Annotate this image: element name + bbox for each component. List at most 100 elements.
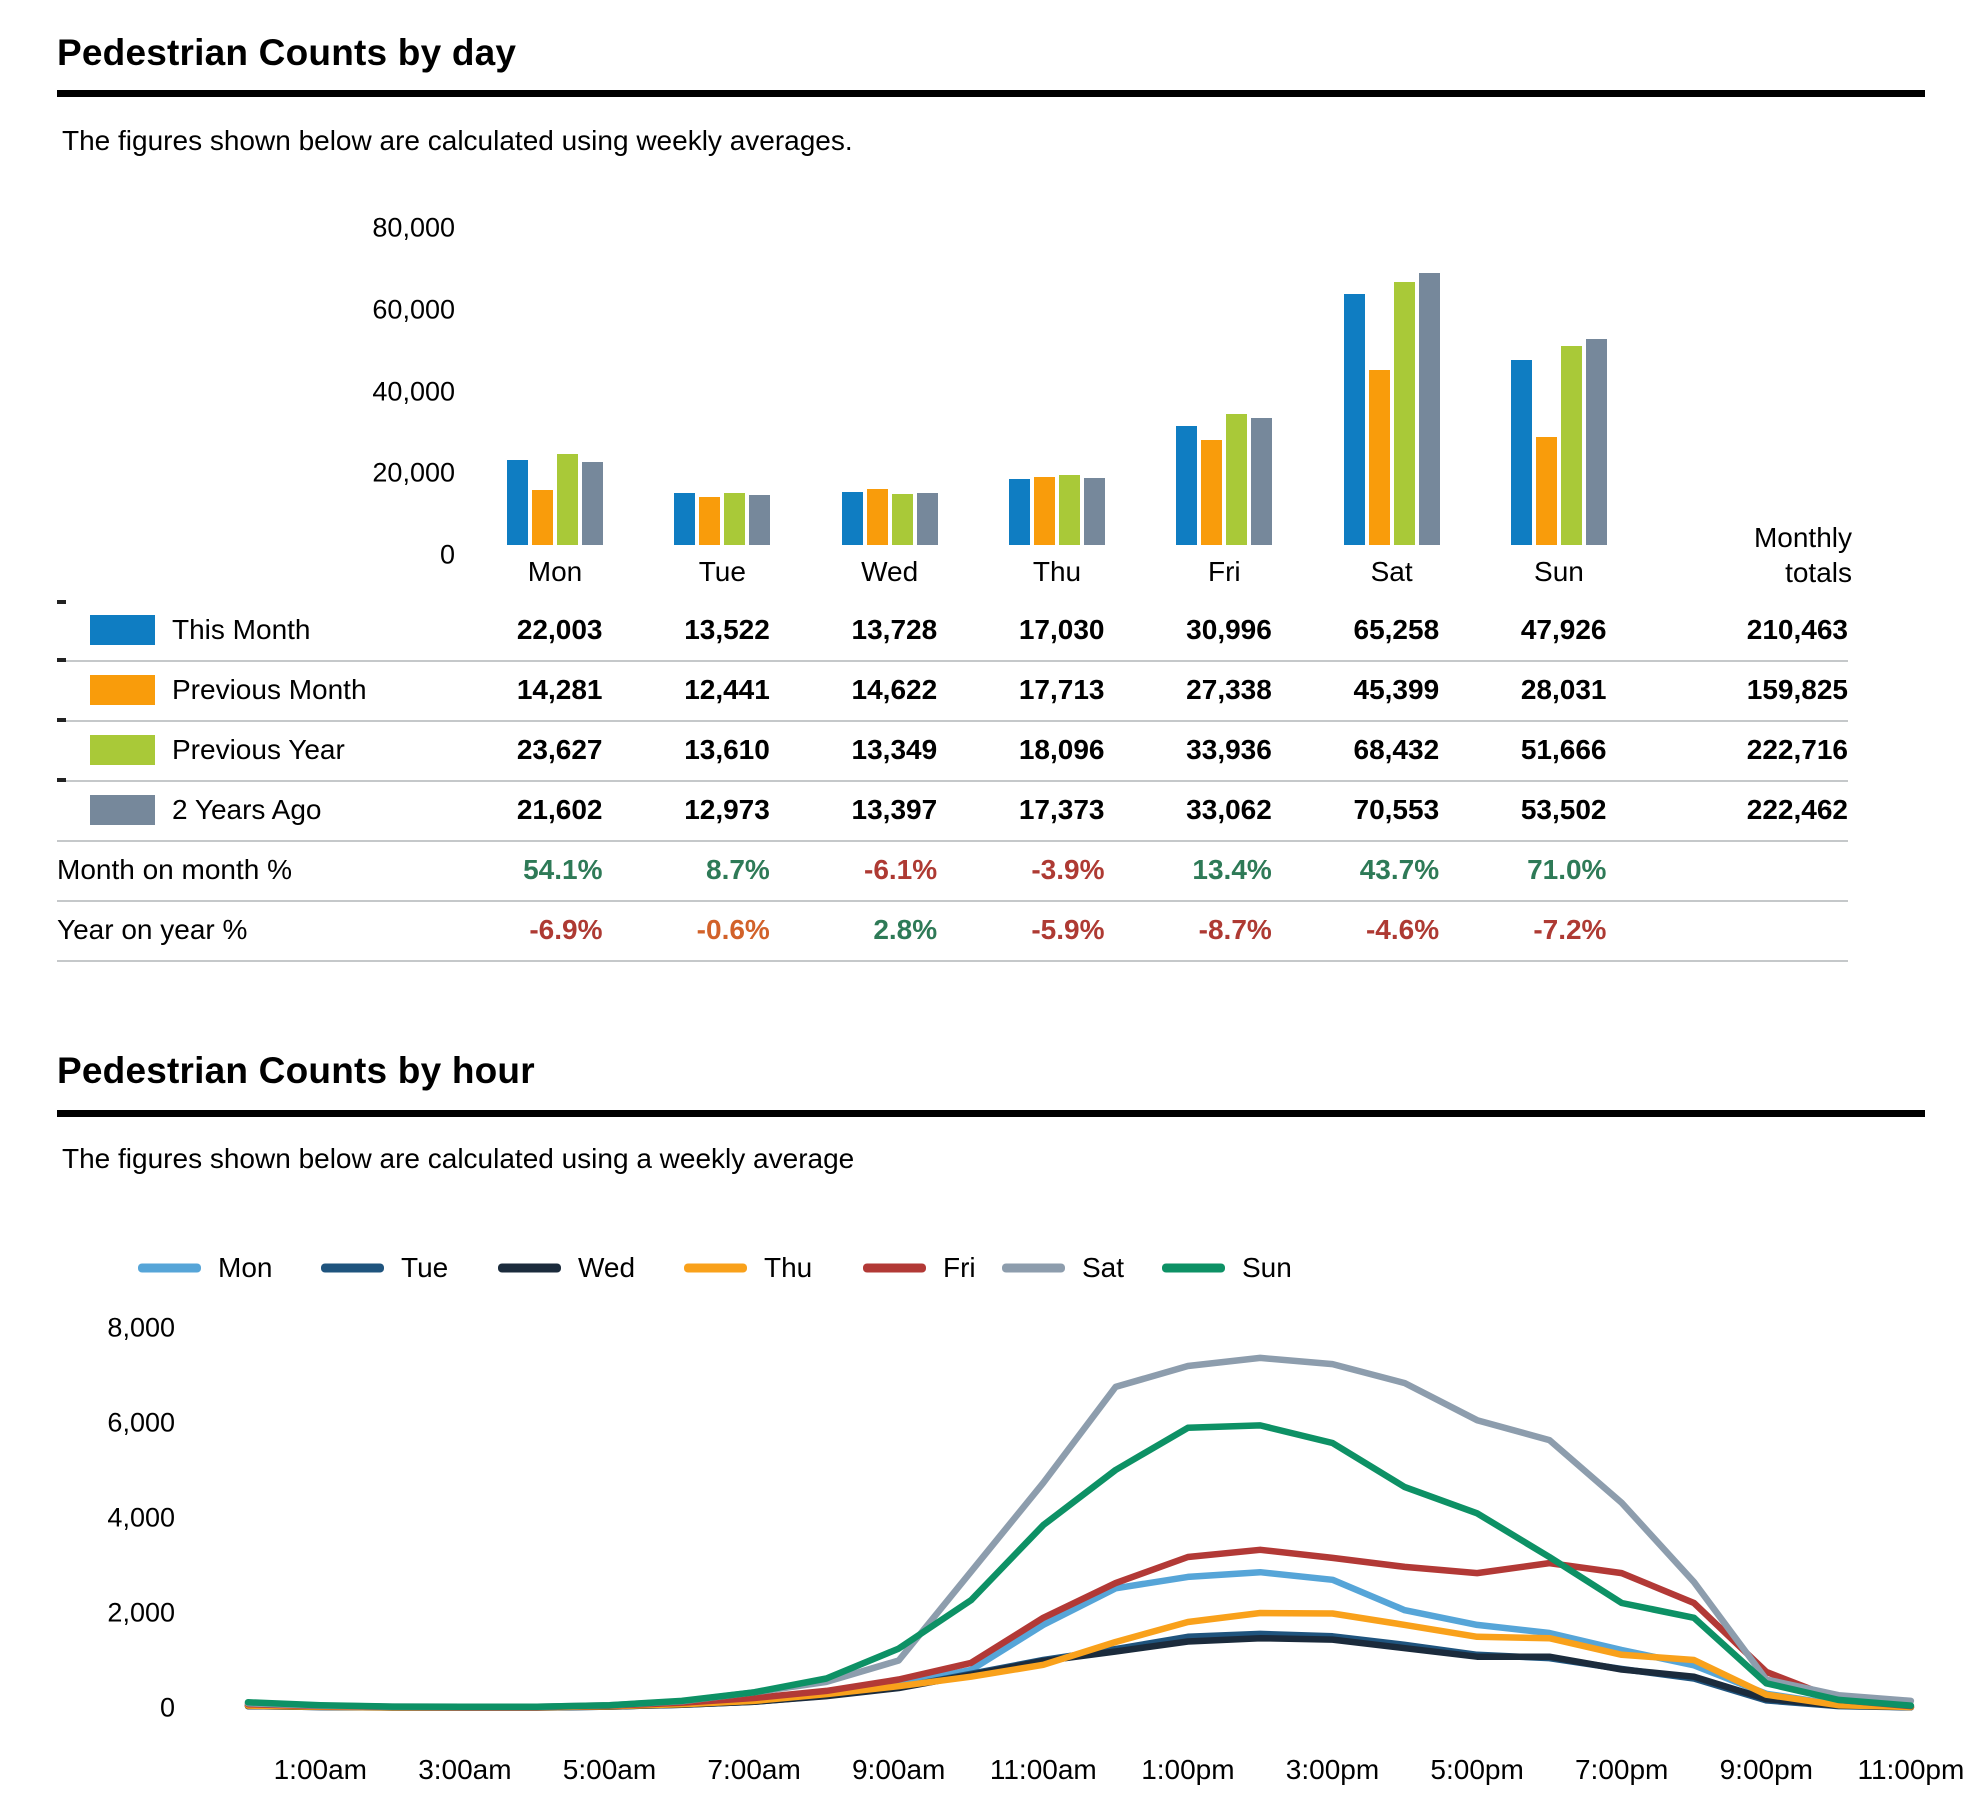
- line-y-tick: 4,000: [107, 1502, 175, 1533]
- table-cell-total: 222,716: [1746, 734, 1848, 765]
- table-row-separator: [57, 720, 1848, 722]
- bar-x-label: Fri: [1207, 556, 1241, 587]
- bar-mon-2-years-ago: [582, 462, 603, 545]
- legend-swatch-previous-month: [90, 675, 155, 705]
- table-row-separator: [57, 660, 1848, 662]
- bar-tue-2-years-ago: [749, 495, 771, 545]
- legend-label-sat: Sat: [1082, 1252, 1125, 1283]
- percent-cell: -7.2%: [1533, 914, 1607, 945]
- legend-line-thu: [684, 1263, 747, 1273]
- table-cell: 13,728: [851, 614, 938, 645]
- bar-fri-2-years-ago: [1251, 418, 1273, 545]
- bar-thu-previous-year: [1058, 475, 1080, 545]
- bar-fri-this-month: [1176, 426, 1198, 545]
- bar-thu-2-years-ago: [1083, 478, 1105, 545]
- line-y-tick: 2,000: [107, 1597, 175, 1628]
- percent-cell: -8.7%: [1198, 914, 1272, 945]
- series-label: Previous Year: [172, 734, 345, 765]
- table-cell: 13,349: [851, 734, 938, 765]
- table-cell: 18,096: [1018, 734, 1105, 765]
- table-cell: 68,432: [1353, 734, 1440, 765]
- table-cell: 12,973: [684, 794, 770, 825]
- table-row-separator: [57, 780, 1848, 782]
- line-thu: [244, 1609, 1915, 1711]
- table-cell: 17,373: [1018, 794, 1105, 825]
- bar-tue-this-month: [674, 493, 696, 545]
- legend-line-fri: [863, 1263, 926, 1273]
- by-hour-subtitle: The figures shown below are calculated u…: [62, 1143, 855, 1174]
- table-cell: 33,062: [1186, 794, 1272, 825]
- table-row-tick: [57, 718, 66, 722]
- table-cell: 23,627: [516, 734, 603, 765]
- by-hour-title-rule: [57, 1110, 1925, 1117]
- percent-cell: -6.1%: [864, 854, 938, 885]
- percent-cell: 43.7%: [1359, 854, 1440, 885]
- line-y-tick: 6,000: [107, 1407, 175, 1438]
- table-row-tick: [57, 600, 66, 604]
- percent-cell: -6.9%: [529, 914, 603, 945]
- legend-label-tue: Tue: [401, 1252, 449, 1283]
- bar-x-label: Thu: [1032, 556, 1082, 587]
- table-cell: 14,281: [516, 674, 603, 705]
- bar-sun-2-years-ago: [1585, 339, 1607, 545]
- bar-fri-previous-month: [1201, 440, 1223, 545]
- table-row-separator: [57, 840, 1848, 842]
- legend-line-tue: [321, 1263, 384, 1273]
- line-x-tick: 11:00am: [989, 1754, 1097, 1785]
- legend-swatch-this-month: [90, 615, 155, 645]
- bar-x-label: Mon: [527, 556, 583, 587]
- bar-sat-previous-month: [1368, 370, 1390, 545]
- bar-x-label: Sun: [1534, 556, 1584, 587]
- by-hour-title: Pedestrian Counts by hour: [57, 1050, 535, 1091]
- bar-mon-this-month: [507, 460, 528, 545]
- series-label: This Month: [172, 614, 311, 645]
- line-y-tick: 0: [159, 1692, 175, 1723]
- table-cell-total: 222,462: [1746, 794, 1848, 825]
- table-cell: 28,031: [1520, 674, 1607, 705]
- percent-cell: 13.4%: [1192, 854, 1272, 885]
- percent-cell: 71.0%: [1527, 854, 1607, 885]
- bar-mon-previous-month: [532, 490, 553, 545]
- table-cell: 13,610: [684, 734, 770, 765]
- by-day-subtitle: The figures shown below are calculated u…: [62, 125, 853, 156]
- table-cell: 65,258: [1353, 614, 1440, 645]
- table-cell: 21,602: [516, 794, 603, 825]
- percent-row-label: Month on month %: [57, 854, 293, 885]
- line-sun: [244, 1422, 1915, 1711]
- line-x-tick: 3:00pm: [1285, 1754, 1380, 1785]
- bar-wed-this-month: [841, 492, 863, 545]
- legend-line-wed: [498, 1263, 561, 1273]
- table-cell-total: 159,825: [1746, 674, 1848, 705]
- table-row-tick: [57, 658, 66, 662]
- table-cell: 47,926: [1520, 614, 1607, 645]
- table-cell: 51,666: [1520, 734, 1607, 765]
- table-cell: 17,030: [1018, 614, 1105, 645]
- bar-tue-previous-month: [699, 497, 721, 545]
- line-x-tick: 11:00pm: [1857, 1754, 1965, 1785]
- bar-thu-this-month: [1008, 479, 1030, 545]
- table-row-tick: [57, 778, 66, 782]
- bar-y-tick: 60,000: [372, 294, 455, 325]
- percent-cell: -3.9%: [1031, 854, 1105, 885]
- line-x-tick: 7:00pm: [1574, 1754, 1669, 1785]
- table-cell: 30,996: [1186, 614, 1272, 645]
- legend-line-mon: [138, 1263, 201, 1273]
- bar-y-tick: 0: [439, 539, 455, 570]
- series-label: Previous Month: [172, 674, 367, 705]
- bar-wed-2-years-ago: [916, 493, 938, 545]
- table-cell: 14,622: [851, 674, 938, 705]
- legend-label-fri: Fri: [943, 1252, 976, 1283]
- table-cell-total: 210,463: [1746, 614, 1848, 645]
- table-cell: 22,003: [516, 614, 603, 645]
- legend-swatch-2-years-ago: [90, 795, 155, 825]
- line-x-tick: 1:00am: [273, 1754, 367, 1785]
- legend-line-sun: [1162, 1263, 1225, 1273]
- table-cell: 12,441: [684, 674, 770, 705]
- bar-sat-previous-year: [1393, 282, 1415, 545]
- bar-thu-previous-month: [1033, 477, 1055, 545]
- table-cell: 17,713: [1018, 674, 1105, 705]
- bar-sat-this-month: [1343, 294, 1365, 545]
- line-wed: [244, 1634, 1915, 1711]
